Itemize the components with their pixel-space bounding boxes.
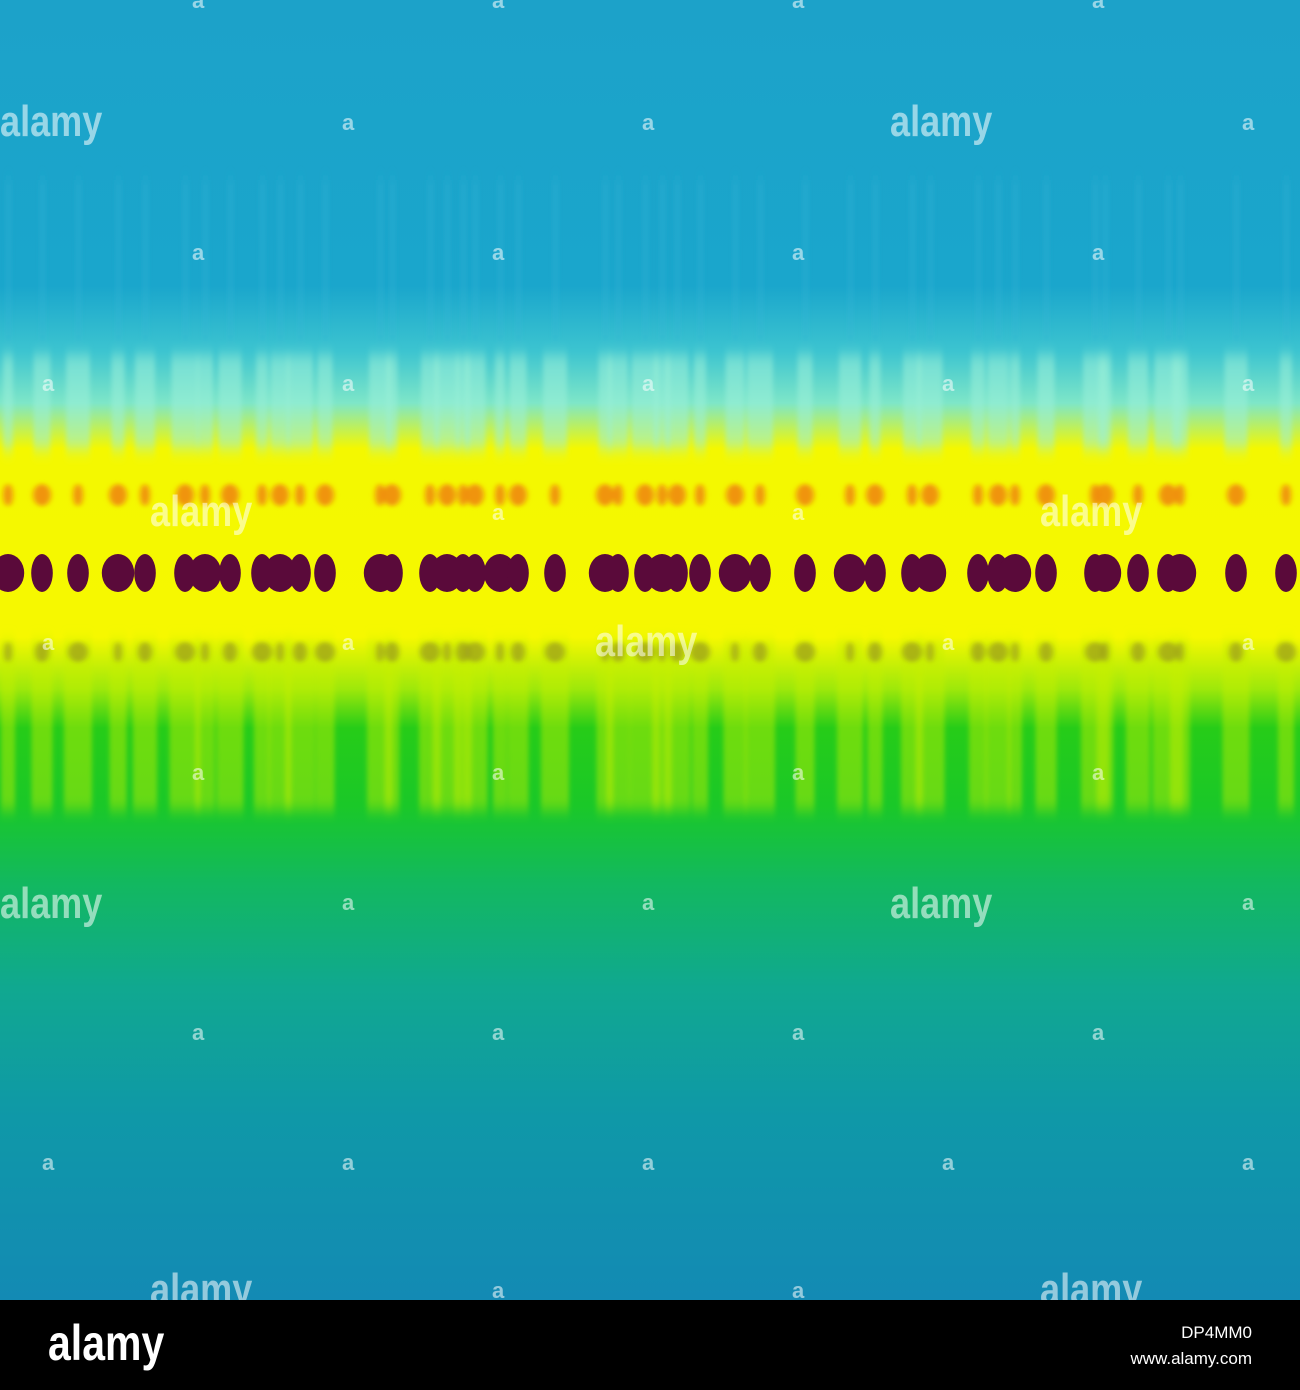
band-spot (1127, 554, 1149, 592)
band-spot (794, 554, 816, 592)
band-spot (174, 554, 196, 592)
band-spot (507, 554, 529, 592)
band-spot (913, 554, 947, 592)
band-spot (864, 554, 886, 592)
band-spot (607, 554, 629, 592)
image-id: DP4MM0 (1181, 1323, 1252, 1342)
band-spot (483, 554, 517, 592)
band-spot (101, 554, 135, 592)
band-spot (967, 554, 989, 592)
band-spot (1088, 554, 1122, 592)
band-spot (464, 554, 486, 592)
band-spot (31, 554, 53, 592)
band-spot (833, 554, 867, 592)
band-spot (263, 554, 297, 592)
band-spot (381, 554, 403, 592)
band-spot (0, 554, 25, 592)
band-spot (188, 554, 222, 592)
spectral-image: alamy alamy alamy alamy alamy alamy alamy alamy… (0, 0, 1300, 1300)
band-spot (998, 554, 1032, 592)
band-spot (544, 554, 566, 592)
band-spot (314, 554, 336, 592)
spectral-band-graphic (0, 0, 1300, 1300)
band-spot (749, 554, 771, 592)
band-spot (134, 554, 156, 592)
alamy-logo-icon: alamy (48, 1315, 165, 1371)
footer-bar: alamy DP4MM0 www.alamy.com (0, 1300, 1300, 1390)
site-url: www.alamy.com (1130, 1349, 1252, 1368)
band-spot (666, 554, 688, 592)
band-spot (689, 554, 711, 592)
band-spot (1163, 554, 1197, 592)
band-spot (1225, 554, 1247, 592)
band-spot (67, 554, 89, 592)
band-spot (718, 554, 752, 592)
band-spot (1275, 554, 1297, 592)
footer-meta: DP4MM0 www.alamy.com (1130, 1320, 1252, 1372)
band-spot (289, 554, 311, 592)
band-spot (219, 554, 241, 592)
band-spot (1035, 554, 1057, 592)
